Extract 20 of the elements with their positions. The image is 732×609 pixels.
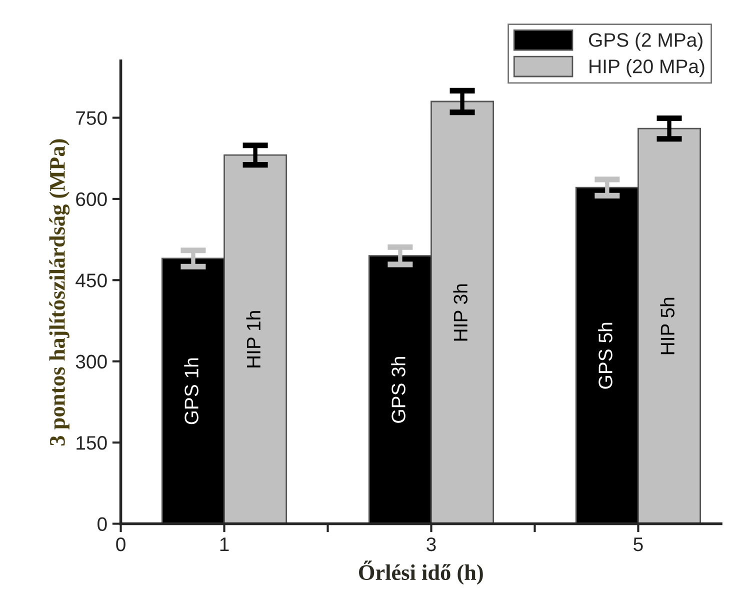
data-label: GPS 3h [391,356,406,423]
y-tick-label: 600 [76,192,107,206]
data-label: HIP 5h [660,298,674,354]
x-tick-label: 1 [220,538,229,552]
y-tick-label: 150 [76,436,107,450]
x-axis-title: Őrlési idő (h) [359,560,483,585]
y-tick-label: 300 [76,354,107,369]
x-tick-label: 0 [116,537,126,552]
data-label: HIP 3h [453,284,468,341]
x-tick-label: 5 [634,538,643,552]
y-tick-label: 750 [76,111,107,125]
legend-label: GPS (2 MPa) [589,32,702,51]
y-tick-label: 0 [98,517,107,531]
legend-label: HIP (20 MPa) [590,59,704,78]
data-label: GPS 1h [184,358,198,424]
data-label: GPS 5h [598,322,612,389]
y-axis-title: 3 pontos hajlítószilárdság (MPa) [49,139,70,446]
y-tick-label: 450 [76,274,107,288]
data-label: HIP 1h [246,311,260,368]
x-tick-label: 3 [426,537,436,552]
